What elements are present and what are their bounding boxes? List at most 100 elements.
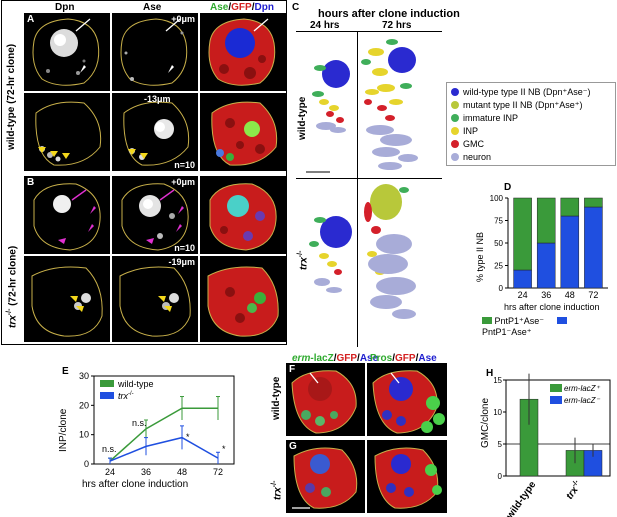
chart-e-legend-swatch (100, 380, 114, 387)
chart-d-xtick-label: 48 (565, 290, 575, 300)
panel-a-ase-top: +0μm (112, 13, 198, 91)
chart-e-series-line (109, 436, 219, 462)
chart-e-xtick-label: 36 (141, 467, 151, 477)
panel-d-letter: D (504, 182, 512, 193)
panel-a-letter: A (27, 14, 35, 25)
legend-c-item: immature INP (451, 112, 611, 125)
legend-c-dot (451, 127, 459, 135)
legend-c-label: GMC (463, 139, 484, 149)
chart-d-xtick-label: 72 (588, 290, 598, 300)
panel-c-divider-h (296, 31, 442, 32)
panel-e-xlabel: hrs after clone induction (82, 479, 189, 490)
header-merge: Ase/GFP/Dpn (210, 2, 274, 13)
panel-e-letter: E (62, 366, 69, 377)
chart-e-legend-label: wild-type (117, 379, 154, 389)
legend-c-dot (451, 153, 459, 161)
panel-b-merge-bottom (200, 256, 286, 342)
panel-b-letter: B (27, 177, 35, 188)
chart-h: 0 5 10 15 wild-type trx-/- erm-lacZ⁺ erm-lacZ⁻ (494, 373, 611, 517)
panel-g-row-label: trx-/- (271, 481, 283, 500)
chart-e-annotation: n.s. (132, 418, 147, 428)
chart-e-xtick-label: 24 (105, 467, 115, 477)
chart-d-bar (513, 197, 532, 271)
panel-c-col-24: 24 hrs (310, 20, 340, 31)
legend-c-item: GMC (451, 138, 611, 151)
legend-c-item: wild-type type II NB (Dpn⁺Ase⁻) (451, 86, 611, 99)
chart-h-frame (505, 379, 611, 477)
legend-d-swatch-2 (556, 317, 567, 324)
panel-d-xlabel: hrs after clone induction (504, 302, 600, 312)
legend-d-swatch-1 (482, 317, 492, 324)
micrograph-a-ase-bottom (123, 101, 190, 166)
panel-b-ase-top: +0μm n=10 (112, 176, 198, 254)
panel-f-row-label: wild-type (271, 376, 282, 420)
panel-c-divider-mid (296, 178, 442, 179)
panel-c-legend: wild-type type II NB (Dpn⁺Ase⁻) mutant ty… (446, 82, 616, 166)
legend-c-item: mutant type II NB (Dpn⁺Ase⁺) (451, 99, 611, 112)
depth-b-bottom: -19μm (168, 257, 195, 267)
legend-d-label-1: PntP1⁺Ase⁻ (494, 316, 545, 326)
chart-e-legend-sup: -/- (128, 391, 134, 397)
header-pros: Pros (370, 353, 393, 364)
panel-f-letter: F (289, 364, 296, 375)
micrograph-g-left (292, 447, 358, 509)
chart-d-xtick-label: 36 (541, 290, 551, 300)
chart-e-xtick-label: 48 (177, 467, 187, 477)
panel-c-title: hours after clone induction (318, 8, 460, 20)
depth-a-bottom: -13μm (144, 94, 171, 104)
panel-h-ylabel: GMC/clone (480, 397, 491, 448)
chart-d-bar (513, 269, 532, 289)
micrograph-a-ase-top (120, 18, 188, 86)
legend-d-label-2: PntP1⁻Ase⁺ (482, 327, 532, 337)
panel-b-dpn-bottom (24, 256, 110, 342)
chart-d-ytick-label: 100 (490, 194, 504, 203)
chart-e-ytick-label: 20 (79, 400, 89, 410)
chart-d-bar (536, 242, 556, 289)
micrograph-a-merge-top (208, 18, 276, 86)
panel-b-ase-bottom: -19μm (112, 256, 198, 342)
micrograph-b-ase-bottom (119, 266, 191, 337)
panel-a-dpn-top: A (24, 13, 110, 91)
panel-b-merge-top (200, 176, 286, 254)
header-ase-1: Ase (359, 353, 379, 364)
chart-h-legend-swatch (550, 396, 562, 404)
legend-c-label: immature INP (463, 113, 519, 123)
legend-c-label: INP (463, 126, 479, 136)
panel-f-right (367, 363, 447, 436)
side-label-trx-sup: -/- (6, 308, 13, 316)
header-erm: erm (292, 353, 311, 364)
legend-c-label: wild-type type II NB (Dpn⁺Ase⁻) (463, 87, 591, 97)
panel-c-letter: C (292, 2, 300, 13)
side-label-wild-type: wild-type (72-hr clone) (6, 43, 17, 150)
micrograph-g-right (374, 447, 442, 509)
panel-f-header-left: erm-lacZ/GFP/Ase (292, 353, 379, 364)
micrograph-b-merge-bottom (207, 266, 279, 337)
legend-c-item: INP (451, 125, 611, 138)
panel-h-letter: H (486, 368, 494, 379)
chart-e-xtick-label: 72 (213, 467, 223, 477)
panel-g-letter: G (289, 441, 297, 452)
chart-h-xtick-label: trx-/- (563, 478, 584, 501)
legend-c-list: wild-type type II NB (Dpn⁺Ase⁻) mutant ty… (451, 86, 611, 164)
side-label-trx-gene: trx (7, 315, 19, 328)
chart-d-bar (584, 197, 603, 208)
chart-e-annotation: * (186, 432, 190, 442)
chart-e-annotation: * (222, 444, 226, 454)
micrograph-b-dpn-top (33, 183, 101, 251)
micrograph-a-dpn-top (32, 18, 100, 86)
micrograph-b-ase-top (121, 183, 189, 251)
n-a: n=10 (174, 160, 195, 170)
panel-e-ylabel: INP/clone (58, 408, 69, 452)
header-ase: Ase (143, 2, 162, 13)
chart-h-xtick-sup: -/- (571, 478, 581, 488)
header-merge-dpn: Dpn (254, 2, 274, 13)
side-label-trx: trx-/- (72-hr clone) (6, 246, 18, 328)
chart-e-legend-label: trx-/- (118, 391, 134, 401)
legend-c-dot (451, 101, 459, 109)
legend-c-dot (451, 114, 459, 122)
chart-d-xtick-label: 24 (518, 290, 528, 300)
panel-a-ase-bottom: -13μm n=10 (112, 93, 198, 171)
panel-a-dpn-bottom (24, 93, 110, 171)
micrograph-f-right (372, 370, 445, 434)
panel-g-left: G (286, 440, 365, 513)
